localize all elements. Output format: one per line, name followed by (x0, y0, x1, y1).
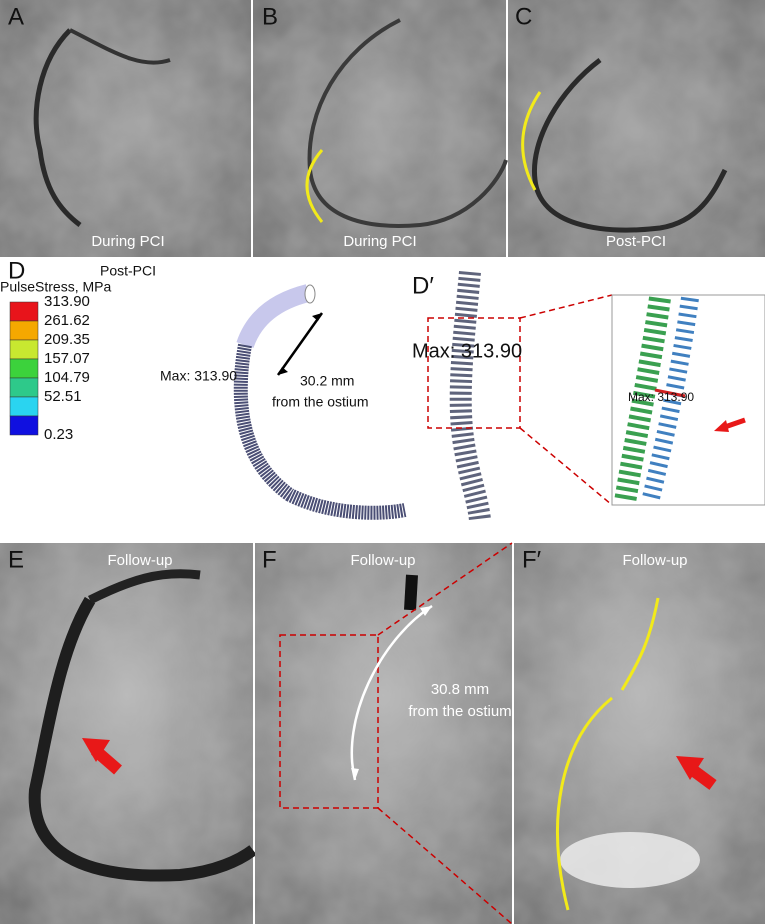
legend-swatch (9, 415, 39, 436)
legend-swatch (9, 301, 39, 322)
caption: During PCI (343, 233, 416, 250)
legend-value: 52.51 (44, 388, 82, 405)
legend-swatch (9, 358, 39, 379)
legend-swatch (9, 396, 39, 417)
max-label: Max: 313.90 (160, 368, 237, 384)
legend-value: 313.90 (44, 293, 90, 310)
legend: 313.90 261.62 209.35 157.07 104.79 52.51 0.23 (9, 293, 90, 443)
legend-value: 209.35 (44, 331, 90, 348)
panel-label: B (262, 3, 278, 30)
legend-value: 104.79 (44, 369, 90, 386)
legend-swatch (9, 320, 39, 341)
panel-a: A During PCI (0, 0, 251, 257)
panel-d-prime: D′ Max: 313.90 Max: 313.90 (412, 271, 765, 522)
panel-f-prime: F′ Follow-up (514, 543, 765, 924)
caption: Follow-up (107, 552, 172, 569)
inset-max-label: Max: 313.90 (628, 390, 694, 404)
panel-label: D′ (412, 272, 434, 299)
distance: 30.8 mm (431, 681, 489, 698)
panel-b: B During PCI (253, 0, 508, 257)
legend-value: 261.62 (44, 312, 90, 329)
distance: 30.2 mm (300, 373, 354, 389)
legend-title: PulseStress, MPa (0, 279, 111, 295)
caption: During PCI (91, 233, 164, 250)
panel-label: C (515, 3, 532, 30)
panel-label: E (8, 546, 24, 573)
legend-value: 157.07 (44, 350, 90, 367)
distance-note: from the ostium (272, 394, 368, 410)
panel-label: F′ (522, 546, 542, 573)
max-label: Max: 313.90 (412, 340, 522, 362)
caption: Follow-up (350, 552, 415, 569)
legend-swatch (9, 339, 39, 360)
caption: Post-PCI (606, 233, 666, 250)
panel-d: D Post-PCI PulseStress, MPa 313.90 261.62… (0, 257, 407, 520)
panel-f: F Follow-up 30.8 mm from the ostium (255, 542, 513, 924)
panel-label: D (8, 257, 25, 284)
legend-value: 0.23 (44, 426, 73, 443)
panel-label: A (8, 3, 24, 30)
caption: Post-PCI (100, 263, 156, 279)
caption: Follow-up (622, 552, 687, 569)
panel-label: F (262, 546, 277, 573)
distance-note: from the ostium (408, 703, 511, 720)
legend-swatch (9, 377, 39, 398)
panel-c: C Post-PCI (508, 0, 765, 257)
panel-e: E Follow-up (0, 543, 257, 924)
